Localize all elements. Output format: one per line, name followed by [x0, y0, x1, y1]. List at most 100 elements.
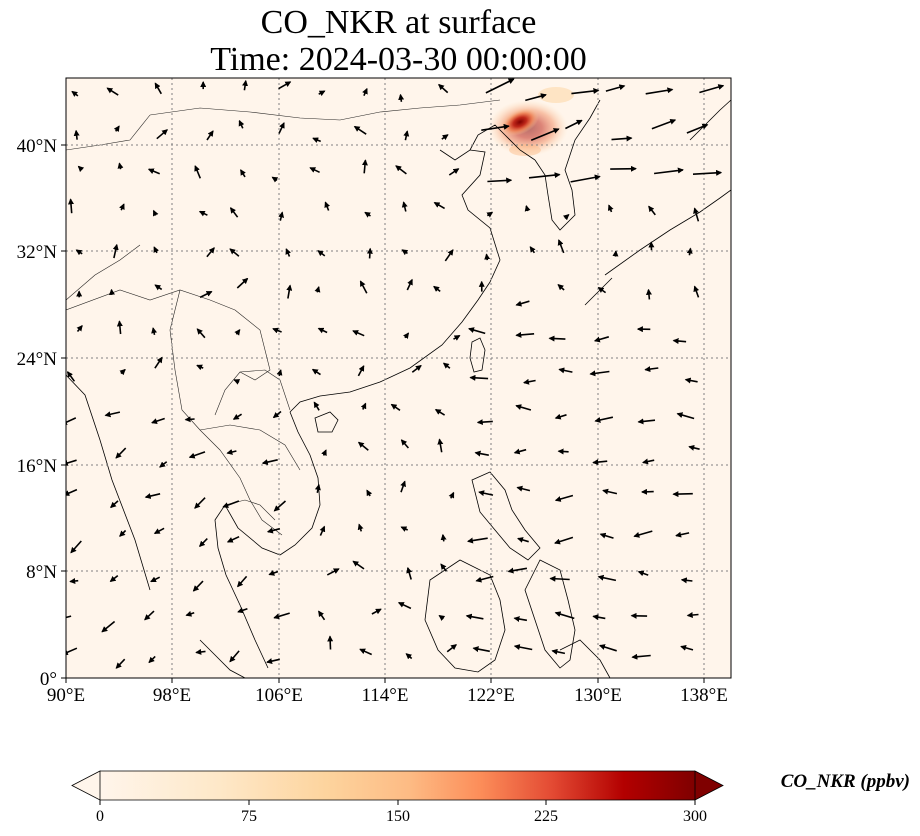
wind-arrow: [226, 535, 240, 543]
wind-arrow: [194, 165, 202, 179]
wind-arrow: [453, 334, 461, 341]
wind-arrow: [321, 449, 327, 456]
wind-arrow: [645, 87, 674, 95]
wind-arrow: [433, 201, 445, 210]
lat-tick-labels: 0° 8°N 16°N 24°N 32°N 40°N: [17, 136, 58, 690]
wind-arrow: [478, 490, 494, 497]
wind-arrow: [530, 128, 560, 141]
wind-arrow: [104, 411, 121, 418]
wind-arrow: [115, 658, 126, 669]
coastlines: [66, 99, 731, 669]
wind-arrow: [150, 576, 161, 583]
wind-arrow: [686, 612, 699, 619]
lon-tick-label: 90°E: [47, 685, 85, 706]
lat-tick-label: 0°: [40, 669, 57, 690]
wind-arrow: [327, 635, 334, 650]
wind-arrow: [366, 489, 373, 497]
wind-arrow: [312, 137, 322, 143]
colorbar-extend-min: [71, 770, 101, 801]
wind-arrow: [229, 248, 240, 257]
wind-arrow: [637, 570, 649, 577]
lon-tick-label: 122°E: [467, 685, 515, 706]
colorbar-tick-label: 300: [683, 808, 707, 825]
wind-arrow: [469, 374, 489, 381]
wind-arrow: [605, 84, 626, 92]
wind-arrow: [554, 413, 567, 420]
wind-arrow: [400, 526, 409, 532]
wind-arrow: [278, 211, 285, 221]
wind-arrow: [185, 610, 195, 617]
wind-arrow: [361, 159, 368, 174]
wind-arrow: [271, 176, 279, 183]
map-frame: [65, 77, 732, 679]
wind-arrow: [597, 286, 607, 294]
wind-arrow: [232, 413, 243, 420]
map-title-line2: Time: 2024-03-30 00:00:00: [210, 41, 587, 78]
islands: [199, 337, 611, 678]
wind-arrow: [403, 332, 410, 340]
wind-arrow: [66, 615, 72, 619]
wind-arrow: [196, 328, 206, 339]
lat-tick-label: 8°N: [26, 562, 57, 583]
colorbar-tick-label: 0: [96, 808, 104, 825]
wind-arrow: [119, 529, 127, 537]
colorbar-tick-label: 75: [241, 808, 257, 825]
lon-tick-label: 106°E: [255, 685, 303, 706]
wind-arrow: [272, 327, 282, 334]
wind-arrow: [364, 211, 371, 218]
wind-arrow: [119, 203, 125, 211]
wind-arrow: [285, 248, 292, 257]
wind-arrow: [554, 611, 575, 620]
wind-arrow: [154, 82, 162, 95]
wind-arrow: [692, 169, 723, 176]
wind-arrow: [562, 214, 570, 221]
wind-arrow: [357, 441, 369, 451]
wind-arrow: [229, 650, 240, 663]
wind-arrow: [154, 356, 163, 369]
wind-arrow: [437, 438, 444, 453]
wind-arrow: [326, 568, 340, 576]
wind-arrow: [154, 284, 163, 291]
wind-arrow: [311, 368, 321, 376]
wind-arrow: [240, 169, 246, 178]
wind-arrow: [523, 378, 536, 385]
wind-arrow: [513, 644, 533, 651]
colorbar-tick-label: 150: [386, 808, 410, 825]
wind-arrow: [66, 417, 77, 425]
wind-arrow: [266, 658, 280, 665]
wind-arrow: [359, 280, 368, 294]
wind-arrow: [314, 286, 321, 293]
wind-arrow: [242, 79, 249, 91]
wind-arrow: [152, 209, 159, 217]
wind-arrow: [484, 253, 491, 261]
wind-arrow: [398, 93, 405, 102]
lon-tick-marks: [65, 678, 705, 683]
wind-arrow: [234, 328, 241, 336]
wind-arrow: [66, 371, 76, 382]
wind-arrow: [318, 610, 326, 621]
lon-tick-label: 130°E: [574, 685, 622, 706]
wind-arrow: [236, 277, 249, 289]
wind-arrow: [644, 366, 659, 373]
wind-arrow: [465, 613, 484, 620]
wind-arrow: [548, 335, 566, 342]
wind-arrow: [406, 278, 413, 291]
wind-arrow: [557, 284, 565, 291]
wind-arrow: [390, 403, 401, 411]
wind-arrow: [153, 246, 160, 254]
wind-arrow: [676, 412, 695, 420]
wind-arrow: [612, 250, 619, 257]
wind-arrow: [73, 129, 80, 140]
wind-arrow: [675, 531, 690, 538]
wind-arrow: [441, 134, 449, 141]
wind-arrow: [551, 648, 566, 655]
wind-arrow: [77, 165, 85, 173]
wind-arrow: [156, 129, 168, 140]
wind-arrow: [411, 364, 422, 373]
wind-arrow: [558, 367, 573, 374]
wind-arrow: [109, 288, 115, 296]
lon-tick-label: 138°E: [680, 685, 728, 706]
lon-tick-label: 98°E: [153, 685, 191, 706]
wind-arrow: [69, 578, 79, 584]
wind-arrow: [680, 577, 693, 584]
